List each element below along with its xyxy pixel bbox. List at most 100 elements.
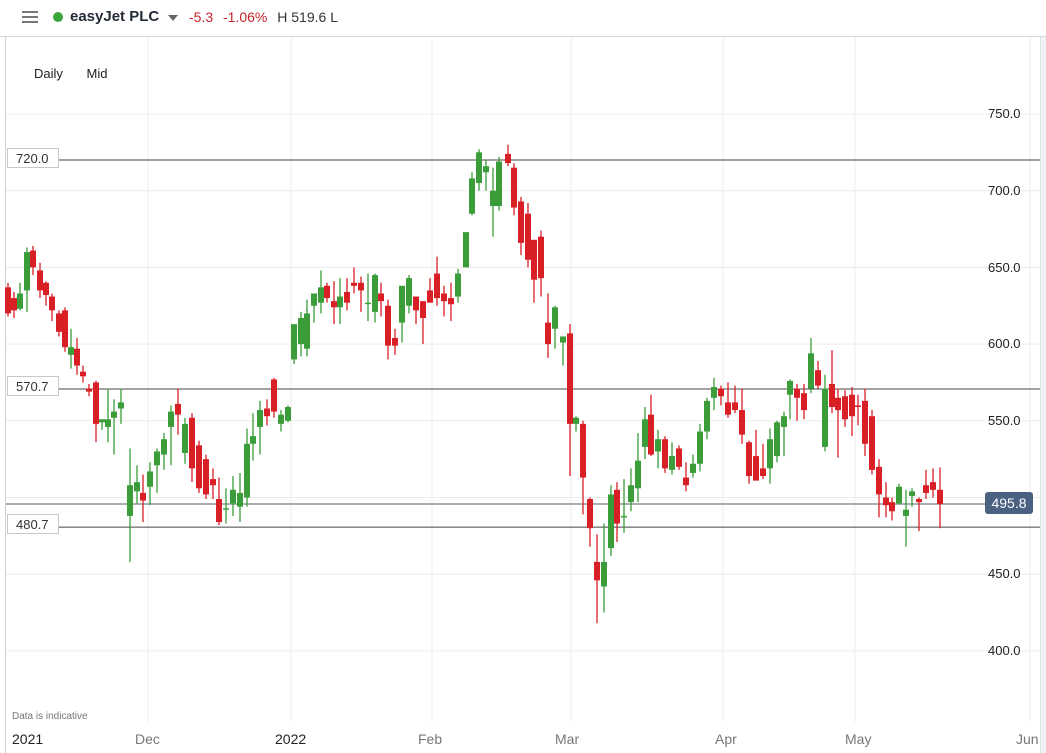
candle-down [614, 489, 620, 524]
candle-up [399, 285, 405, 323]
candle-up [608, 494, 614, 549]
candle-down [210, 479, 216, 486]
candle-up [552, 307, 558, 329]
candle-down [358, 282, 364, 291]
chevron-down-icon[interactable] [168, 15, 178, 21]
candle-up [118, 402, 124, 409]
candle-up [483, 166, 489, 173]
candle-up [655, 439, 661, 452]
x-tick-label: Apr [715, 731, 737, 747]
candle-down [648, 414, 654, 455]
candle-up [476, 152, 482, 184]
candle-down [580, 423, 586, 478]
level-tag-720[interactable]: 720.0 [7, 148, 59, 168]
x-tick-label: 2021 [12, 731, 44, 747]
x-tick-label: Jun [1016, 731, 1039, 747]
high-low-values: H 519.6 L [277, 9, 338, 25]
candle-up [808, 353, 814, 389]
hamburger-menu-icon[interactable] [22, 9, 38, 25]
x-tick-label: Feb [418, 731, 443, 747]
candle-down [587, 499, 593, 529]
candle-down [862, 400, 868, 444]
candle-down [86, 388, 92, 392]
candle-up [278, 414, 284, 424]
candle-down [545, 322, 551, 345]
candle-down [74, 348, 80, 366]
candle-down [732, 402, 738, 411]
candle-down [175, 403, 181, 415]
candle-up [230, 489, 236, 504]
candle-up [285, 406, 291, 421]
candle-down [413, 296, 419, 311]
instrument-name[interactable]: easyJet PLC [70, 8, 160, 25]
candle-down [392, 337, 398, 346]
candle-down [448, 298, 454, 305]
candle-up [127, 485, 133, 516]
candle-up [250, 436, 256, 444]
candle-down [842, 396, 848, 420]
candle-up [147, 471, 153, 487]
candle-down [80, 371, 86, 377]
candle-down [427, 290, 433, 303]
market-status-dot [53, 12, 63, 22]
candle-down [835, 397, 841, 411]
candle-down [344, 291, 350, 303]
candle-up [24, 252, 30, 291]
candle-up [621, 515, 627, 518]
candle-down [264, 408, 270, 417]
candle-up [68, 347, 74, 355]
candle-up [774, 422, 780, 457]
interval-selector[interactable]: Daily [34, 66, 63, 81]
y-tick-label: 700.0 [988, 183, 1021, 198]
candle-up [711, 387, 717, 398]
candle-up [787, 380, 793, 395]
candle-up [111, 411, 117, 418]
candle-down [930, 482, 936, 490]
level-tag-570[interactable]: 570.7 [7, 376, 59, 396]
candle-down [189, 417, 195, 469]
y-tick-label: 450.0 [988, 566, 1021, 581]
candle-up [223, 508, 229, 510]
candle-down [725, 402, 731, 415]
candle-down [331, 301, 337, 308]
level-tag-480[interactable]: 480.7 [7, 514, 59, 534]
candle-down [531, 239, 537, 280]
current-price-badge: 495.8 [985, 492, 1033, 514]
candle-down [683, 477, 689, 486]
candle-down [511, 167, 517, 208]
candle-down [937, 489, 943, 504]
candle-down [923, 485, 929, 493]
candle-up [168, 411, 174, 427]
candle-down [662, 439, 668, 469]
candle-up [690, 463, 696, 473]
candle-up [237, 492, 243, 507]
candle-up [767, 439, 773, 469]
candle-up [822, 388, 828, 447]
candle-down [567, 333, 573, 424]
candle-down [889, 502, 895, 512]
candle-up [105, 419, 111, 427]
candle-up [896, 486, 902, 504]
candle-up [704, 400, 710, 432]
candle-down [441, 293, 447, 302]
candle-down [56, 313, 62, 332]
candle-up [496, 161, 502, 207]
candle-up [463, 232, 469, 268]
candle-up [560, 336, 566, 343]
candle-down [760, 468, 766, 477]
chart-left-border [5, 37, 6, 753]
candle-down [37, 270, 43, 291]
quote-summary: -5.3 -1.06% H 519.6 L [189, 9, 338, 25]
candle-down [801, 393, 807, 411]
candle-up [628, 485, 634, 503]
price-type-selector[interactable]: Mid [86, 66, 108, 81]
candle-up [17, 293, 23, 309]
candle-down [883, 497, 889, 506]
candle-down [196, 445, 202, 489]
candle-down [43, 282, 49, 296]
candle-down [829, 383, 835, 407]
candle-down [505, 153, 511, 164]
x-tick-label: May [845, 731, 872, 747]
candle-down [869, 416, 875, 470]
